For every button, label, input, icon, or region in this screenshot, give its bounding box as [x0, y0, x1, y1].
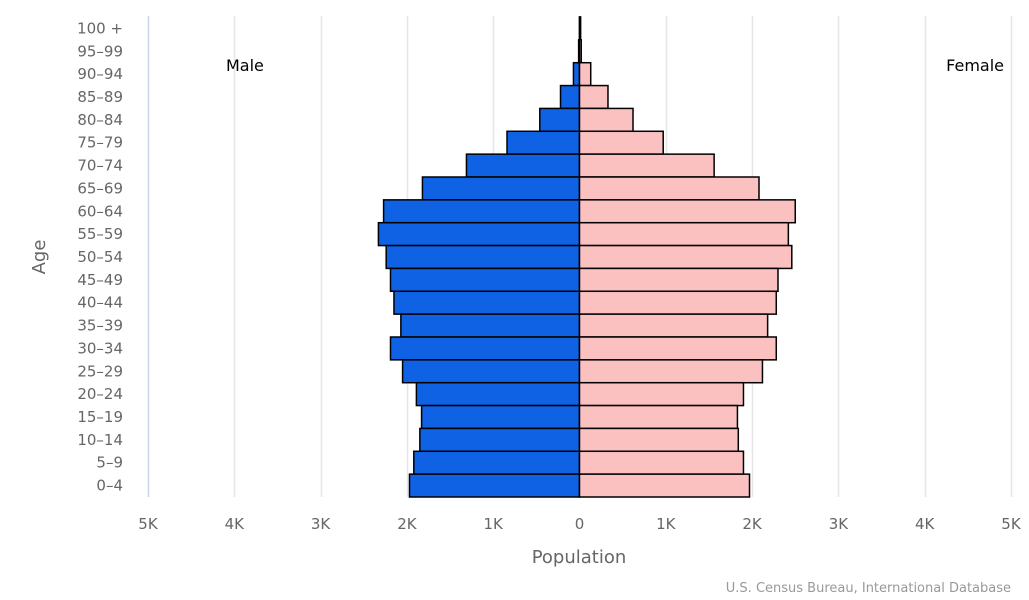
- x-tick-label: 3K: [829, 515, 850, 533]
- y-tick-label: 65–69: [77, 179, 123, 197]
- x-tick-label: 5K: [138, 515, 159, 533]
- female-label: Female: [946, 56, 1004, 75]
- male-bar: [559, 84, 581, 110]
- y-tick-label: 20–24: [77, 385, 123, 403]
- male-bar: [389, 336, 581, 361]
- male-bar: [415, 381, 581, 407]
- female-bar: [578, 84, 609, 110]
- x-axis-labels: 5K 4K 3K 2K 1K 0 1K 2K 3K 4K 5K: [138, 515, 1022, 533]
- male-bar: [419, 427, 581, 453]
- y-tick-label: 45–49: [77, 271, 123, 289]
- male-bar: [393, 290, 581, 315]
- female-bar: [578, 267, 779, 293]
- y-axis-title: Age: [29, 240, 50, 275]
- y-axis-labels: 100 + 95–99 90–94 85–89 80–84 75–79 70–74 65–69…: [77, 19, 123, 494]
- male-bar: [377, 221, 581, 247]
- female-bar: [578, 290, 778, 315]
- y-tick-label: 95–99: [77, 42, 123, 60]
- male-bar: [421, 176, 581, 201]
- y-tick-label: 70–74: [77, 157, 123, 175]
- x-tick-label: 4K: [225, 515, 246, 533]
- y-tick-label: 10–14: [77, 431, 123, 449]
- female-bar: [578, 450, 745, 475]
- y-tick-label: 30–34: [77, 339, 123, 357]
- female-bar: [578, 153, 715, 178]
- female-bar: [578, 107, 634, 133]
- x-tick-label: 5K: [1001, 515, 1022, 533]
- female-bar: [578, 381, 745, 407]
- y-tick-label: 60–64: [77, 202, 123, 220]
- female-bar: [578, 176, 760, 201]
- x-tick-label: 1K: [484, 515, 505, 533]
- female-bar: [578, 199, 796, 224]
- female-bar: [578, 61, 592, 87]
- y-tick-label: 80–84: [77, 111, 123, 129]
- female-bar: [578, 221, 790, 247]
- male-bar: [408, 473, 581, 498]
- female-bar: [578, 427, 740, 453]
- y-tick-label: 100 +: [77, 19, 123, 37]
- y-tick-label: 55–59: [77, 225, 123, 243]
- male-bar: [539, 107, 581, 133]
- female-bar: [578, 16, 582, 41]
- y-tick-label: 40–44: [77, 294, 123, 312]
- x-tick-label: 1K: [656, 515, 677, 533]
- male-bar: [400, 313, 581, 338]
- y-tick-label: 90–94: [77, 65, 123, 83]
- male-bar: [401, 359, 581, 384]
- y-tick-label: 75–79: [77, 134, 123, 152]
- female-bar: [578, 473, 751, 498]
- x-tick-label: 4K: [915, 515, 936, 533]
- x-tick-label: 0: [575, 515, 585, 533]
- bars: [377, 16, 796, 498]
- male-bar: [413, 450, 581, 475]
- x-tick-label: 2K: [397, 515, 418, 533]
- y-tick-label: 5–9: [96, 454, 123, 472]
- female-bar: [578, 244, 793, 270]
- x-tick-label: 3K: [311, 515, 332, 533]
- y-tick-label: 35–39: [77, 317, 123, 335]
- y-tick-label: 0–4: [96, 477, 123, 495]
- male-bar: [420, 404, 581, 430]
- female-bar: [578, 404, 739, 430]
- x-axis-title: Population: [532, 547, 627, 568]
- y-tick-label: 15–19: [77, 408, 123, 426]
- male-bar: [572, 61, 581, 87]
- female-bar: [578, 39, 582, 64]
- x-tick-label: 2K: [742, 515, 763, 533]
- male-bar: [385, 244, 581, 270]
- y-tick-label: 50–54: [77, 248, 123, 266]
- female-bar: [578, 130, 664, 155]
- female-bar: [578, 359, 764, 384]
- female-bar: [578, 313, 769, 338]
- male-bar: [465, 153, 581, 178]
- male-bar: [382, 199, 581, 224]
- male-bar: [389, 267, 581, 293]
- y-tick-label: 85–89: [77, 88, 123, 106]
- female-bar: [578, 336, 778, 361]
- credit-text[interactable]: U.S. Census Bureau, International Databa…: [726, 581, 1011, 596]
- male-bar: [506, 130, 581, 155]
- y-tick-label: 25–29: [77, 362, 123, 380]
- male-label: Male: [226, 56, 264, 75]
